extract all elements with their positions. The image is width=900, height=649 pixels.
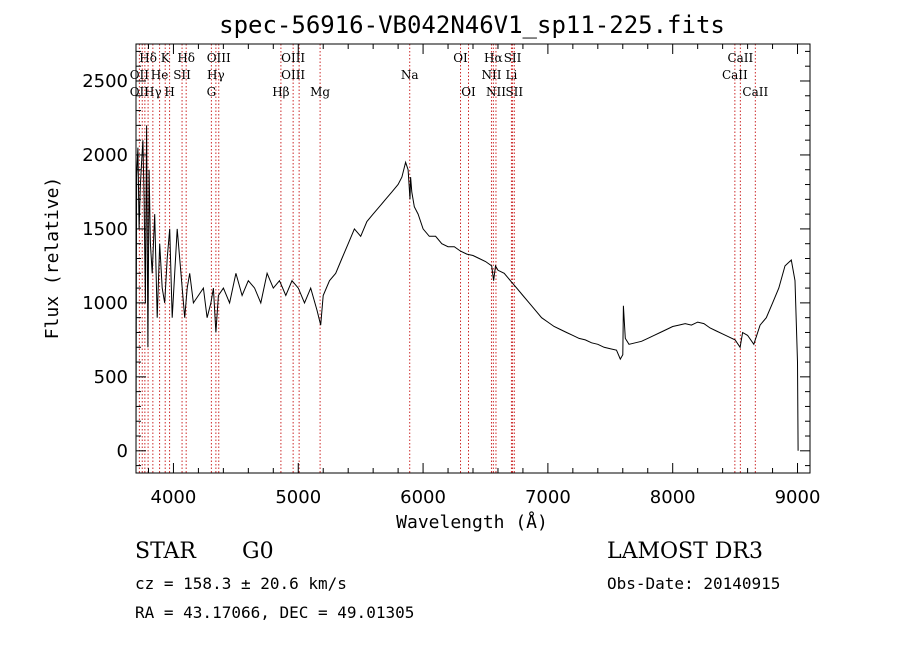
- y-tick-label: 1000: [82, 293, 128, 314]
- y-tick-label: 2500: [82, 71, 128, 92]
- spectral-line-label: OIII: [281, 51, 305, 65]
- spectral-line-label: CaII: [727, 51, 753, 65]
- spectral-line-label: OII: [130, 85, 150, 99]
- redshift-value: cz = 158.3 ± 20.6 km/s: [135, 574, 347, 593]
- spectral-line-label: Hδ: [177, 51, 195, 65]
- observation-date: Obs-Date: 20140915: [607, 574, 781, 593]
- spectral-line-label: Hβ: [272, 85, 289, 99]
- y-tick-label: 2000: [82, 145, 128, 166]
- spectral-line-label: OI: [461, 85, 476, 99]
- spectral-line-label: CaII: [722, 68, 748, 82]
- x-tick-label: 7000: [525, 487, 571, 508]
- spectral-line-label: Hγ: [144, 85, 162, 99]
- spectral-line-label: Mg: [310, 85, 330, 99]
- object-subclass: G0: [242, 539, 274, 564]
- x-tick-label: 5000: [275, 487, 321, 508]
- y-tick-label: 0: [117, 441, 128, 462]
- spectral-line-label: OII: [130, 68, 150, 82]
- plot-frame: [135, 43, 811, 474]
- spectral-line-label: OIII: [281, 68, 305, 82]
- x-axis-label: Wavelength (Å): [396, 511, 548, 533]
- spectral-line-markers: [138, 44, 756, 473]
- object-type: STAR: [135, 539, 196, 564]
- chart-title: spec-56916-VB042N46V1_sp11-225.fits: [219, 11, 725, 39]
- x-tick-label: 9000: [775, 487, 821, 508]
- spectrum-line: [135, 125, 799, 451]
- coordinates: RA = 43.17066, DEC = 49.01305: [135, 603, 415, 622]
- y-axis-label: Flux (relative): [42, 177, 63, 340]
- y-tick-label: 500: [94, 367, 128, 388]
- spectral-line-label: Hα: [484, 51, 503, 65]
- spectral-line-label: NII: [481, 68, 501, 82]
- spectral-line-label: K: [161, 51, 171, 65]
- spectral-line-label: CaII: [742, 85, 768, 99]
- spectral-line-label: OIII: [207, 51, 231, 65]
- y-tick-label: 1500: [82, 219, 128, 240]
- spectral-line-label: Li: [506, 68, 518, 82]
- x-tick-label: 6000: [400, 487, 446, 508]
- spectral-line-label: SII: [505, 85, 523, 99]
- spectral-line-label: NII: [486, 85, 506, 99]
- x-tick-label: 4000: [151, 487, 197, 508]
- y-axis-ticks: 0 500 1000 1500 2000 2500: [82, 50, 810, 467]
- spectral-line-label: Hδ: [139, 51, 157, 65]
- x-tick-label: 8000: [650, 487, 696, 508]
- survey-name: LAMOST DR3: [607, 539, 763, 564]
- spectral-line-label: SII: [173, 68, 191, 82]
- spectral-line-label: OI: [453, 51, 468, 65]
- spectral-line-label: H: [164, 85, 174, 99]
- spectral-line-label: SII: [504, 51, 522, 65]
- spectral-line-label: G: [207, 85, 217, 99]
- x-axis-ticks: 4000 5000 6000 7000 8000 9000: [147, 44, 821, 508]
- spectral-line-label: Hγ: [207, 68, 225, 82]
- spectral-line-label: He: [151, 68, 169, 82]
- spectral-line-label: Na: [401, 68, 419, 82]
